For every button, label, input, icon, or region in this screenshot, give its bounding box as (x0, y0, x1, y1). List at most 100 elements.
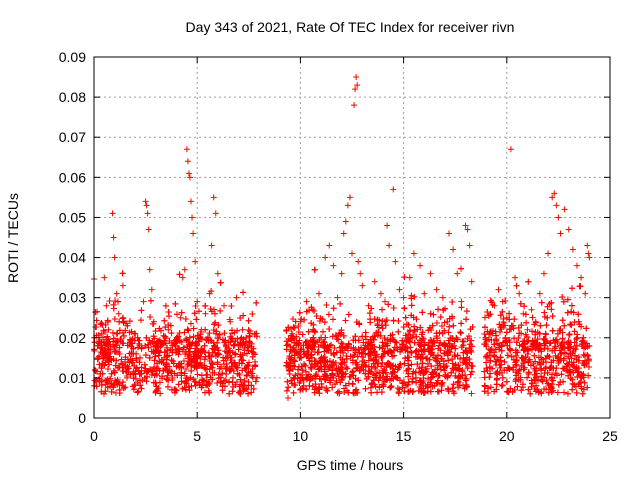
data-point (449, 356, 456, 363)
data-point (396, 286, 403, 293)
data-point (397, 348, 404, 355)
data-point (515, 324, 522, 331)
data-point (190, 333, 197, 340)
data-point (548, 299, 555, 306)
data-point (182, 377, 189, 384)
data-point (540, 335, 547, 342)
data-point (312, 381, 319, 388)
data-point (371, 333, 378, 340)
data-point (437, 366, 444, 373)
data-point (495, 286, 502, 293)
data-point (493, 381, 500, 388)
data-point (414, 326, 421, 333)
data-point (104, 346, 111, 353)
data-point (196, 334, 203, 341)
data-point (237, 376, 244, 383)
data-point (517, 376, 524, 383)
data-point (499, 374, 506, 381)
data-point (250, 345, 257, 352)
data-point (124, 322, 131, 329)
data-point (426, 346, 433, 353)
data-point (110, 305, 117, 312)
data-point (241, 377, 248, 384)
data-point (537, 322, 544, 329)
data-point (538, 348, 545, 355)
data-point (175, 333, 182, 340)
data-point (568, 355, 575, 362)
data-point (386, 242, 393, 249)
data-point (343, 355, 350, 362)
data-point (578, 385, 585, 392)
data-point (138, 307, 145, 314)
data-point (402, 332, 409, 339)
data-point (406, 328, 413, 335)
data-point (417, 355, 424, 362)
data-point (374, 389, 381, 396)
data-point (212, 210, 219, 217)
data-point (295, 363, 302, 370)
data-point (169, 377, 176, 384)
data-point (138, 385, 145, 392)
data-point (229, 388, 236, 395)
data-point (498, 347, 505, 354)
data-point (418, 331, 425, 338)
data-point (94, 308, 101, 315)
data-point (337, 331, 344, 338)
data-point (290, 324, 297, 331)
data-point (193, 316, 200, 323)
data-point (132, 375, 139, 382)
data-point (585, 364, 592, 371)
data-point (149, 338, 156, 345)
data-point (562, 367, 569, 374)
data-point (530, 361, 537, 368)
data-point (458, 304, 465, 311)
data-point (164, 383, 171, 390)
data-point (219, 370, 226, 377)
data-point (515, 370, 522, 377)
data-point (112, 348, 119, 355)
data-point (583, 360, 590, 367)
plot-frame (93, 56, 611, 419)
data-point (579, 390, 586, 397)
data-point (151, 364, 158, 371)
data-point (243, 350, 250, 357)
data-point (120, 332, 127, 339)
data-point (249, 374, 256, 381)
data-point (384, 336, 391, 343)
data-point (523, 319, 530, 326)
data-point (528, 383, 535, 390)
data-point (214, 351, 221, 358)
data-point (379, 367, 386, 374)
data-point (102, 322, 109, 329)
data-point (228, 302, 235, 309)
data-point (519, 381, 526, 388)
data-point (548, 384, 555, 391)
data-point (434, 388, 441, 395)
data-point (175, 381, 182, 388)
data-point (199, 349, 205, 356)
data-point (245, 390, 252, 397)
data-point (297, 387, 304, 394)
data-point (300, 382, 307, 389)
y-tick-label: 0.01 (59, 370, 86, 386)
data-point (93, 317, 100, 324)
data-point (411, 339, 418, 346)
data-point (205, 337, 212, 344)
data-point (535, 389, 542, 396)
data-point (202, 353, 209, 360)
data-point (93, 368, 100, 375)
data-point (321, 376, 328, 383)
data-point (580, 374, 587, 381)
data-point (349, 250, 355, 257)
data-point (304, 352, 311, 359)
data-point (522, 354, 529, 361)
data-point (318, 357, 325, 364)
data-point (408, 361, 415, 368)
data-point (94, 343, 101, 350)
data-point (377, 290, 384, 297)
data-point (116, 344, 123, 351)
data-point (551, 347, 558, 354)
data-point (368, 305, 375, 312)
data-point (302, 362, 309, 369)
data-point (376, 384, 383, 391)
